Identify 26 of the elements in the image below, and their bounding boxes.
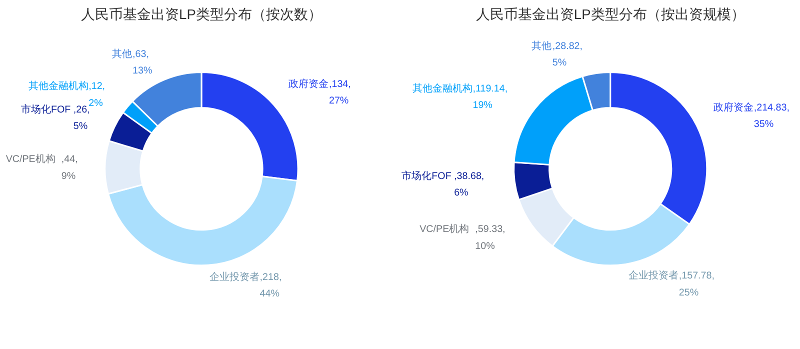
slice-label: 其他 [532, 40, 552, 52]
slice-label: 其他 [112, 48, 132, 60]
slice-label: 政府资金 [713, 101, 754, 114]
data-label: ,26, 5% [73, 104, 90, 132]
data-label: ,157.78, 25% [678, 270, 714, 298]
data-label: ,134, 27% [328, 78, 351, 107]
slice-label: 其他金融机构 [28, 80, 89, 92]
slice-label: 企业投资者 [210, 270, 260, 283]
data-label: ,38.68, 6% [454, 170, 484, 199]
data-label: ,44, 9% [61, 154, 78, 182]
slice-label: 其他金融机构 [412, 82, 473, 94]
slice-label: 市场化FOF [20, 103, 71, 116]
slice-label: VC/PE机构 [6, 153, 56, 166]
chart-title: 人民币基金出资LP类型分布（按出资规模） [476, 7, 745, 22]
data-label: ,119.14, 19% [472, 83, 508, 112]
slice-label: 政府资金 [288, 78, 329, 90]
slice-label: 企业投资者 [628, 270, 679, 282]
slice-label: VC/PE机构 [420, 223, 470, 236]
data-label: ,63, 13% [132, 48, 152, 76]
data-label: ,214.83, 35% [754, 102, 790, 130]
data-label: ,59.33, 10% [475, 224, 506, 252]
data-label: ,218, 44% [260, 272, 282, 300]
data-label: ,12, 2% [88, 81, 106, 109]
slice-label: 市场化FOF [402, 170, 452, 182]
data-label: ,28.82, 5% [552, 40, 583, 69]
chart-title: 人民币基金出资LP类型分布（按次数） [81, 7, 322, 22]
